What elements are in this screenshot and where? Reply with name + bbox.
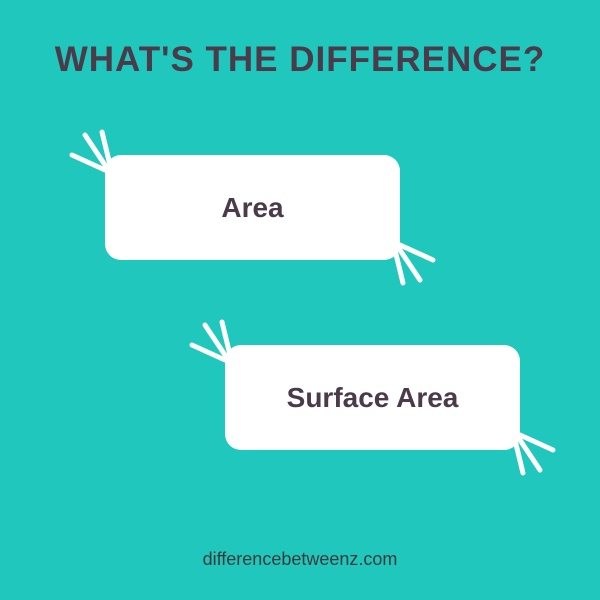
burst-decoration-icon	[385, 235, 445, 295]
burst-decoration-icon	[505, 425, 565, 485]
card-1-label: Area	[221, 192, 283, 224]
footer-attribution: differencebetweenz.com	[203, 549, 398, 570]
comparison-card-1: Area	[105, 155, 400, 260]
comparison-card-2: Surface Area	[225, 345, 520, 450]
card-2-label: Surface Area	[287, 382, 459, 414]
page-title: WHAT'S THE DIFFERENCE?	[0, 40, 600, 80]
